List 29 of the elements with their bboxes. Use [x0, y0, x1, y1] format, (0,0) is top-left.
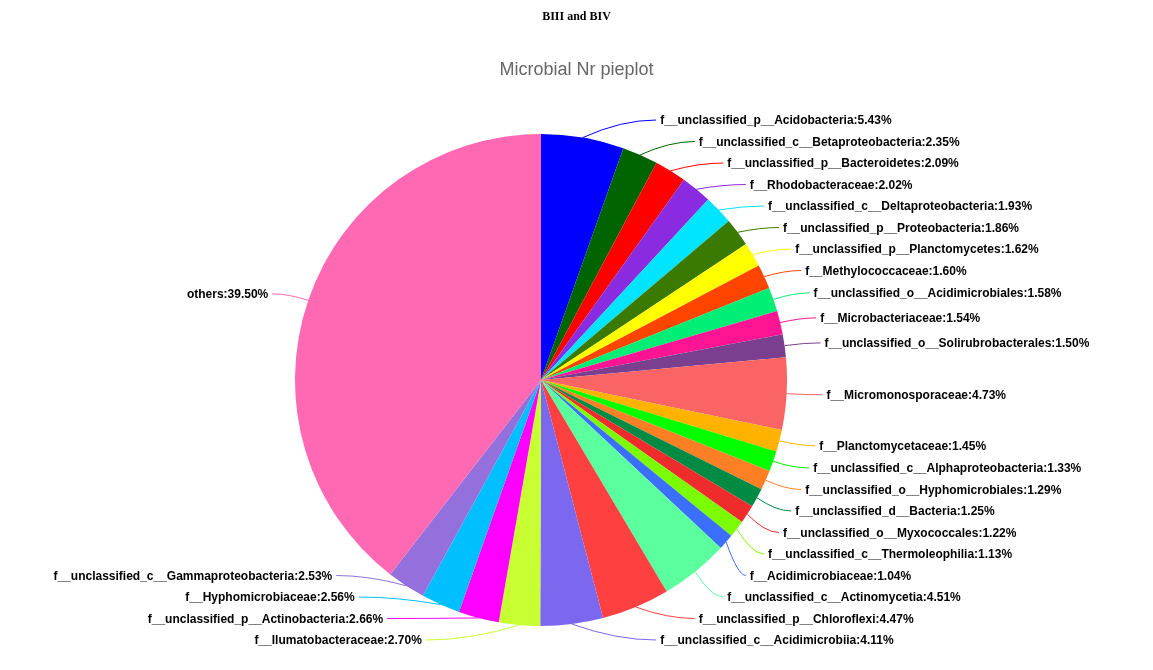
- chart-subtitle: Microbial Nr pieplot: [499, 59, 654, 79]
- slice-label: f__unclassified_p__Acidobacteria:5.43%: [660, 113, 892, 128]
- slice-label: f__unclassified_c__Alphaproteobacteria:1.33%: [813, 461, 1082, 476]
- chart-title: BIII and BIV: [542, 9, 612, 23]
- slice-label: f__unclassified_c__Actinomycetia:4.51%: [727, 590, 962, 605]
- slice-label: f__Microbacteriaceae:1.54%: [820, 311, 981, 326]
- slice-label: f__unclassified_c__Betaproteobacteria:2.35%: [698, 134, 960, 149]
- slice-label: f__unclassified_c__Gammaproteobacteria:2.53%: [53, 568, 333, 583]
- slice-label: f__unclassified_o__Acidimicrobiales:1.58%: [813, 286, 1062, 301]
- slice-label: f__unclassified_p__Bacteroidetes:2.09%: [727, 156, 960, 171]
- slice-label: f__Planctomycetaceae:1.45%: [819, 438, 987, 453]
- slice-label: f__unclassified_p__Chloroflexi:4.47%: [698, 611, 914, 626]
- slice-label: f__unclassified_o__Hyphomicrobiales:1.29%: [805, 482, 1062, 497]
- slice-label: f__Micromonosporaceae:4.73%: [826, 387, 1007, 402]
- slice-label: f__Methylococcaceae:1.60%: [805, 263, 967, 278]
- slice-label: f__unclassified_o__Solirubrobacterales:1.50%: [824, 336, 1090, 351]
- slice-label: f__unclassified_p__Actinobacteria:2.66%: [147, 611, 384, 626]
- slice-label: f__unclassified_c__Thermoleophilia:1.13%: [768, 547, 1013, 562]
- slice-label: f__Rhodobacteraceae:2.02%: [749, 177, 913, 192]
- slice-label: f__unclassified_c__Acidimicrobiia:4.11%: [660, 633, 894, 648]
- slice-label: f__unclassified_c__Deltaproteobacteria:1.93%: [767, 199, 1033, 214]
- slice-label: f__unclassified_p__Proteobacteria:1.86%: [782, 220, 1020, 235]
- slice-label: f__Ilumatobacteraceae:2.70%: [254, 633, 423, 648]
- slice-label: f__unclassified_p__Planctomycetes:1.62%: [795, 242, 1040, 257]
- slice-label: f__Hyphomicrobiaceae:2.56%: [185, 590, 356, 605]
- slice-label: f__Acidimicrobiaceae:1.04%: [749, 568, 912, 583]
- slice-label: f__unclassified_o__Myxococcales:1.22%: [782, 525, 1017, 540]
- slice-label: others:39.50%: [186, 287, 269, 302]
- slice-label: f__unclassified_d__Bacteria:1.25%: [795, 504, 996, 519]
